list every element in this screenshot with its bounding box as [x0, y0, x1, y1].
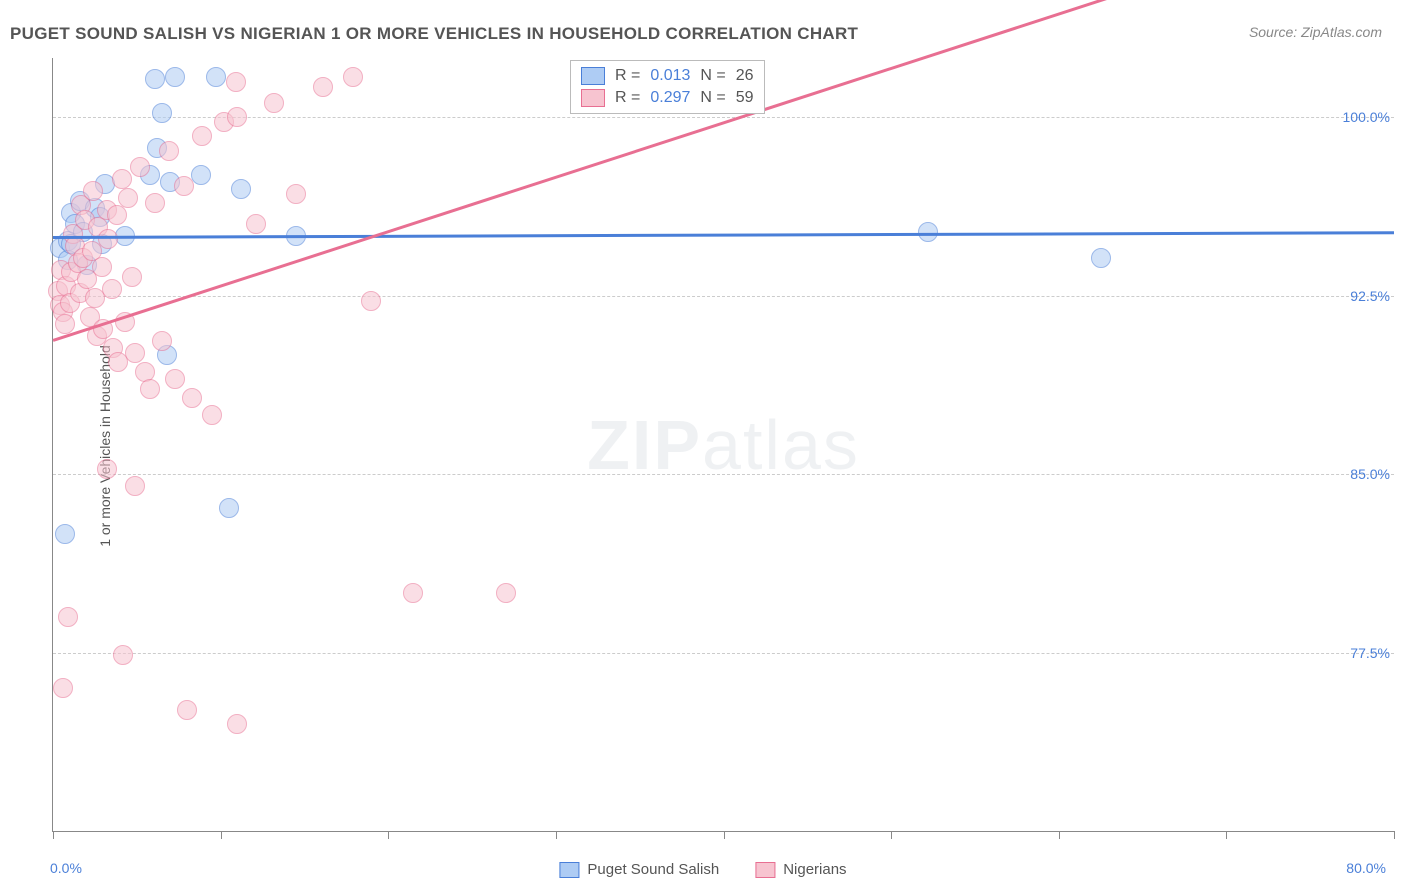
data-point: [191, 165, 211, 185]
data-point: [231, 179, 251, 199]
data-point: [165, 67, 185, 87]
data-point: [1091, 248, 1111, 268]
data-point: [174, 176, 194, 196]
chart-source: Source: ZipAtlas.com: [1249, 24, 1382, 40]
n-value-1: 59: [736, 89, 754, 107]
n-prefix: N =: [700, 67, 725, 85]
watermark-light: atlas: [702, 406, 860, 484]
swatch-series-0: [559, 862, 579, 878]
trend-line: [53, 0, 1395, 341]
data-point: [125, 476, 145, 496]
stats-legend-row-0: R = 0.013 N = 26: [581, 65, 754, 87]
data-point: [55, 314, 75, 334]
x-tick: [891, 831, 892, 839]
x-tick: [388, 831, 389, 839]
data-point: [227, 107, 247, 127]
data-point: [152, 103, 172, 123]
x-tick: [53, 831, 54, 839]
plot-area: ZIPatlas 100.0% 92.5% 85.0% 77.5%: [52, 58, 1394, 832]
data-point: [192, 126, 212, 146]
r-prefix: R =: [615, 89, 640, 107]
swatch-series-0: [581, 67, 605, 85]
chart-title: PUGET SOUND SALISH VS NIGERIAN 1 OR MORE…: [10, 24, 858, 44]
data-point: [227, 714, 247, 734]
n-prefix: N =: [700, 89, 725, 107]
swatch-series-1: [581, 89, 605, 107]
data-point: [219, 498, 239, 518]
data-point: [206, 67, 226, 87]
data-point: [92, 257, 112, 277]
x-tick: [1059, 831, 1060, 839]
data-point: [118, 188, 138, 208]
swatch-series-1: [755, 862, 775, 878]
r-value-1: 0.297: [650, 89, 690, 107]
series-name-1: Nigerians: [783, 861, 846, 878]
stats-legend-row-1: R = 0.297 N = 59: [581, 87, 754, 109]
gridline: [53, 117, 1394, 118]
gridline: [53, 474, 1394, 475]
data-point: [264, 93, 284, 113]
series-name-0: Puget Sound Salish: [587, 861, 719, 878]
data-point: [53, 678, 73, 698]
data-point: [130, 157, 150, 177]
y-tick-label: 92.5%: [1350, 288, 1390, 304]
data-point: [112, 169, 132, 189]
data-point: [83, 181, 103, 201]
data-point: [159, 141, 179, 161]
r-prefix: R =: [615, 67, 640, 85]
data-point: [145, 193, 165, 213]
data-point: [113, 645, 133, 665]
series-legend: Puget Sound Salish Nigerians: [559, 861, 846, 878]
data-point: [286, 184, 306, 204]
x-label-min: 0.0%: [50, 860, 82, 876]
data-point: [177, 700, 197, 720]
correlation-chart: PUGET SOUND SALISH VS NIGERIAN 1 OR MORE…: [0, 0, 1406, 892]
data-point: [58, 607, 78, 627]
data-point: [496, 583, 516, 603]
data-point: [246, 214, 266, 234]
data-point: [403, 583, 423, 603]
watermark: ZIPatlas: [587, 405, 860, 485]
data-point: [152, 331, 172, 351]
data-point: [226, 72, 246, 92]
y-tick-label: 100.0%: [1343, 109, 1390, 125]
gridline: [53, 296, 1394, 297]
x-tick: [1226, 831, 1227, 839]
y-tick-label: 77.5%: [1350, 645, 1390, 661]
data-point: [55, 524, 75, 544]
watermark-bold: ZIP: [587, 406, 702, 484]
y-tick-label: 85.0%: [1350, 466, 1390, 482]
data-point: [140, 379, 160, 399]
x-label-max: 80.0%: [1346, 860, 1386, 876]
x-tick: [1394, 831, 1395, 839]
data-point: [361, 291, 381, 311]
series-legend-item-1: Nigerians: [755, 861, 846, 878]
data-point: [107, 205, 127, 225]
data-point: [165, 369, 185, 389]
data-point: [122, 267, 142, 287]
data-point: [313, 77, 333, 97]
data-point: [145, 69, 165, 89]
data-point: [98, 229, 118, 249]
stats-legend: R = 0.013 N = 26 R = 0.297 N = 59: [570, 60, 765, 114]
data-point: [182, 388, 202, 408]
gridline: [53, 653, 1394, 654]
x-tick: [556, 831, 557, 839]
r-value-0: 0.013: [650, 67, 690, 85]
data-point: [125, 343, 145, 363]
x-tick: [221, 831, 222, 839]
n-value-0: 26: [736, 67, 754, 85]
series-legend-item-0: Puget Sound Salish: [559, 861, 719, 878]
data-point: [343, 67, 363, 87]
x-tick: [724, 831, 725, 839]
data-point: [102, 279, 122, 299]
data-point: [202, 405, 222, 425]
data-point: [918, 222, 938, 242]
data-point: [97, 459, 117, 479]
